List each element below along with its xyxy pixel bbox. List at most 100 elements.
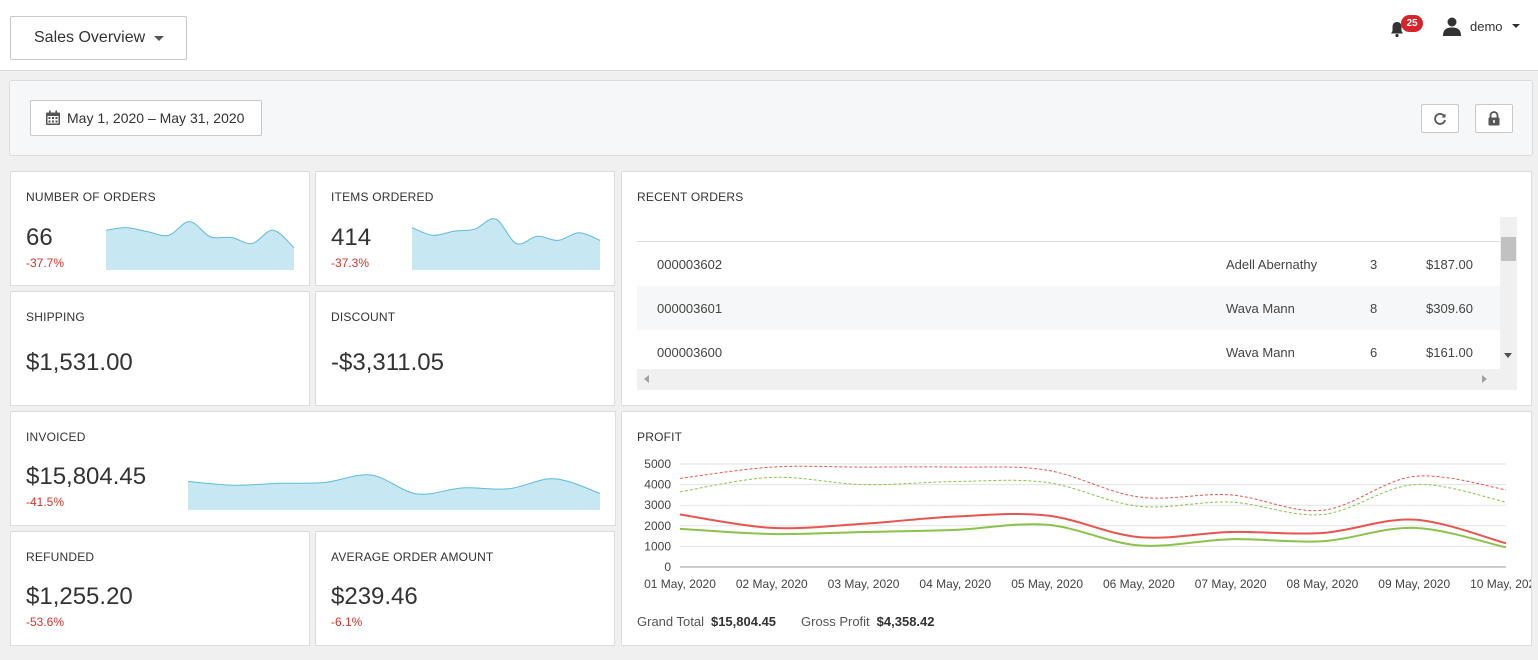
items-ordered-value: 414 [331,224,372,251]
x-tick-label: 09 May, 2020 [1378,577,1450,591]
refresh-icon [1434,112,1446,125]
y-tick-label: 1000 [644,539,671,553]
scroll-left-arrow-icon[interactable] [644,375,649,383]
scroll-right-arrow-icon[interactable] [1482,375,1487,383]
discount-card: DISCOUNT -$3,311.05 [315,291,615,406]
scrollbar-thumb[interactable] [1501,237,1516,261]
order-amount: $161.00 [1426,344,1473,360]
sparkline-line [412,218,600,245]
order-amount: $309.60 [1426,300,1473,316]
y-tick-label: 0 [664,560,671,574]
card-title: REFUNDED [26,550,95,564]
gross-profit-value: $4,358.42 [876,614,935,629]
shipping-value: $1,531.00 [26,349,133,376]
date-range-label: May 1, 2020 – May 31, 2020 [67,110,245,126]
card-title: RECENT ORDERS [637,190,744,204]
x-tick-label: 05 May, 2020 [1011,577,1083,591]
table-row[interactable]: 000003600 Wava Mann 6 $161.00 [637,330,1517,374]
lock-icon [1488,111,1500,126]
notification-count-badge: 25 [1401,15,1423,32]
y-tick-label: 4000 [644,478,671,492]
order-customer: Wava Mann [1226,344,1295,360]
card-title: INVOICED [26,430,86,444]
average-order-delta: -6.1% [331,615,363,629]
profit-card: PROFIT 5000 4000 3000 2000 1000 0 01 May, 2020… [621,411,1532,646]
sparkline-area [412,218,600,270]
table-header [637,217,1517,242]
profit-chart: 5000 4000 3000 2000 1000 0 01 May, 2020 02 May,… [644,457,1531,591]
card-title: PROFIT [637,430,683,444]
x-tick-label: 07 May, 2020 [1195,577,1267,591]
x-tick-label: 02 May, 2020 [736,577,808,591]
card-title: ITEMS ORDERED [331,190,434,204]
order-amount: $187.00 [1426,256,1473,272]
chevron-down-icon [154,35,165,41]
series-line-1 [679,523,1507,549]
scroll-down-arrow-icon[interactable] [1504,353,1512,358]
x-tick-label: 08 May, 2020 [1287,577,1359,591]
sparkline-line [188,474,600,495]
y-tick-label: 2000 [644,519,671,533]
series-line-0 [679,512,1507,545]
order-id: 000003602 [657,256,723,272]
invoiced-sparkline [188,474,600,510]
order-id: 000003600 [657,344,723,360]
dashboard-toolbar: May 1, 2020 – May 31, 2020 [9,80,1533,156]
order-qty: 3 [1370,256,1378,272]
x-tick-label: 10 May, 2020 [1470,577,1531,591]
orders-count-card: NUMBER OF ORDERS 66 -37.7% [10,171,310,286]
user-name[interactable]: demo [1470,19,1503,34]
vertical-scrollbar[interactable] [1500,217,1517,369]
invoiced-value: $15,804.45 [26,463,147,490]
series-line-3 [679,476,1507,516]
dashboard-selector-label: Sales Overview [34,29,146,46]
y-tick-label: 5000 [644,457,671,471]
user-menu-caret-icon[interactable] [1512,24,1520,28]
invoiced-card: INVOICED $15,804.45 -41.5% [10,411,616,526]
orders-sparkline [106,221,294,270]
x-tick-label: 04 May, 2020 [919,577,991,591]
dashboard-selector[interactable]: Sales Overview [10,16,187,60]
refunded-value: $1,255.20 [26,583,133,610]
sparkline-line [106,221,294,248]
orders-count-delta: -37.7% [26,256,65,270]
average-order-card: AVERAGE ORDER AMOUNT $239.46 -6.1% [315,531,615,646]
lock-button[interactable] [1475,104,1513,133]
order-qty: 6 [1370,344,1378,360]
items-ordered-delta: -37.3% [331,256,370,270]
series-line-2 [679,465,1507,512]
discount-value: -$3,311.05 [331,349,444,376]
average-order-value: $239.46 [331,583,418,610]
x-tick-label: 01 May, 2020 [644,577,716,591]
sparkline-area [188,474,600,510]
x-tick-label: 03 May, 2020 [828,577,900,591]
grand-total-label: Grand Total [637,614,704,629]
card-title: DISCOUNT [331,310,396,324]
shipping-card: SHIPPING $1,531.00 [10,291,310,406]
sparkline-area [106,221,294,270]
horizontal-scrollbar[interactable] [637,369,1517,390]
top-bar: Sales Overview 25 demo [0,0,1538,71]
grand-total-value: $15,804.45 [710,614,777,629]
user-avatar-icon[interactable] [1442,16,1462,36]
gross-profit-label: Gross Profit [801,614,870,629]
date-range-picker[interactable]: May 1, 2020 – May 31, 2020 [30,100,262,136]
refunded-delta: -53.6% [26,615,65,629]
order-customer: Adell Abernathy [1226,256,1318,272]
calendar-icon [46,110,60,125]
items-sparkline [412,218,600,270]
table-row[interactable]: 000003601 Wava Mann 8 $309.60 [637,286,1517,330]
x-tick-label: 06 May, 2020 [1103,577,1175,591]
refunded-card: REFUNDED $1,255.20 -53.6% [10,531,310,646]
card-title: AVERAGE ORDER AMOUNT [331,550,494,564]
order-customer: Wava Mann [1226,300,1295,316]
refresh-button[interactable] [1421,104,1459,133]
recent-orders-table[interactable]: 000003602 Adell Abernathy 3 $187.00 0000… [637,217,1517,390]
card-title: SHIPPING [26,310,85,324]
items-ordered-card: ITEMS ORDERED 414 -37.3% [315,171,615,286]
bell-icon[interactable] [1388,20,1406,38]
y-tick-label: 3000 [644,498,671,512]
table-row[interactable]: 000003602 Adell Abernathy 3 $187.00 [637,242,1517,286]
invoiced-delta: -41.5% [26,495,65,509]
orders-count-value: 66 [26,224,53,251]
